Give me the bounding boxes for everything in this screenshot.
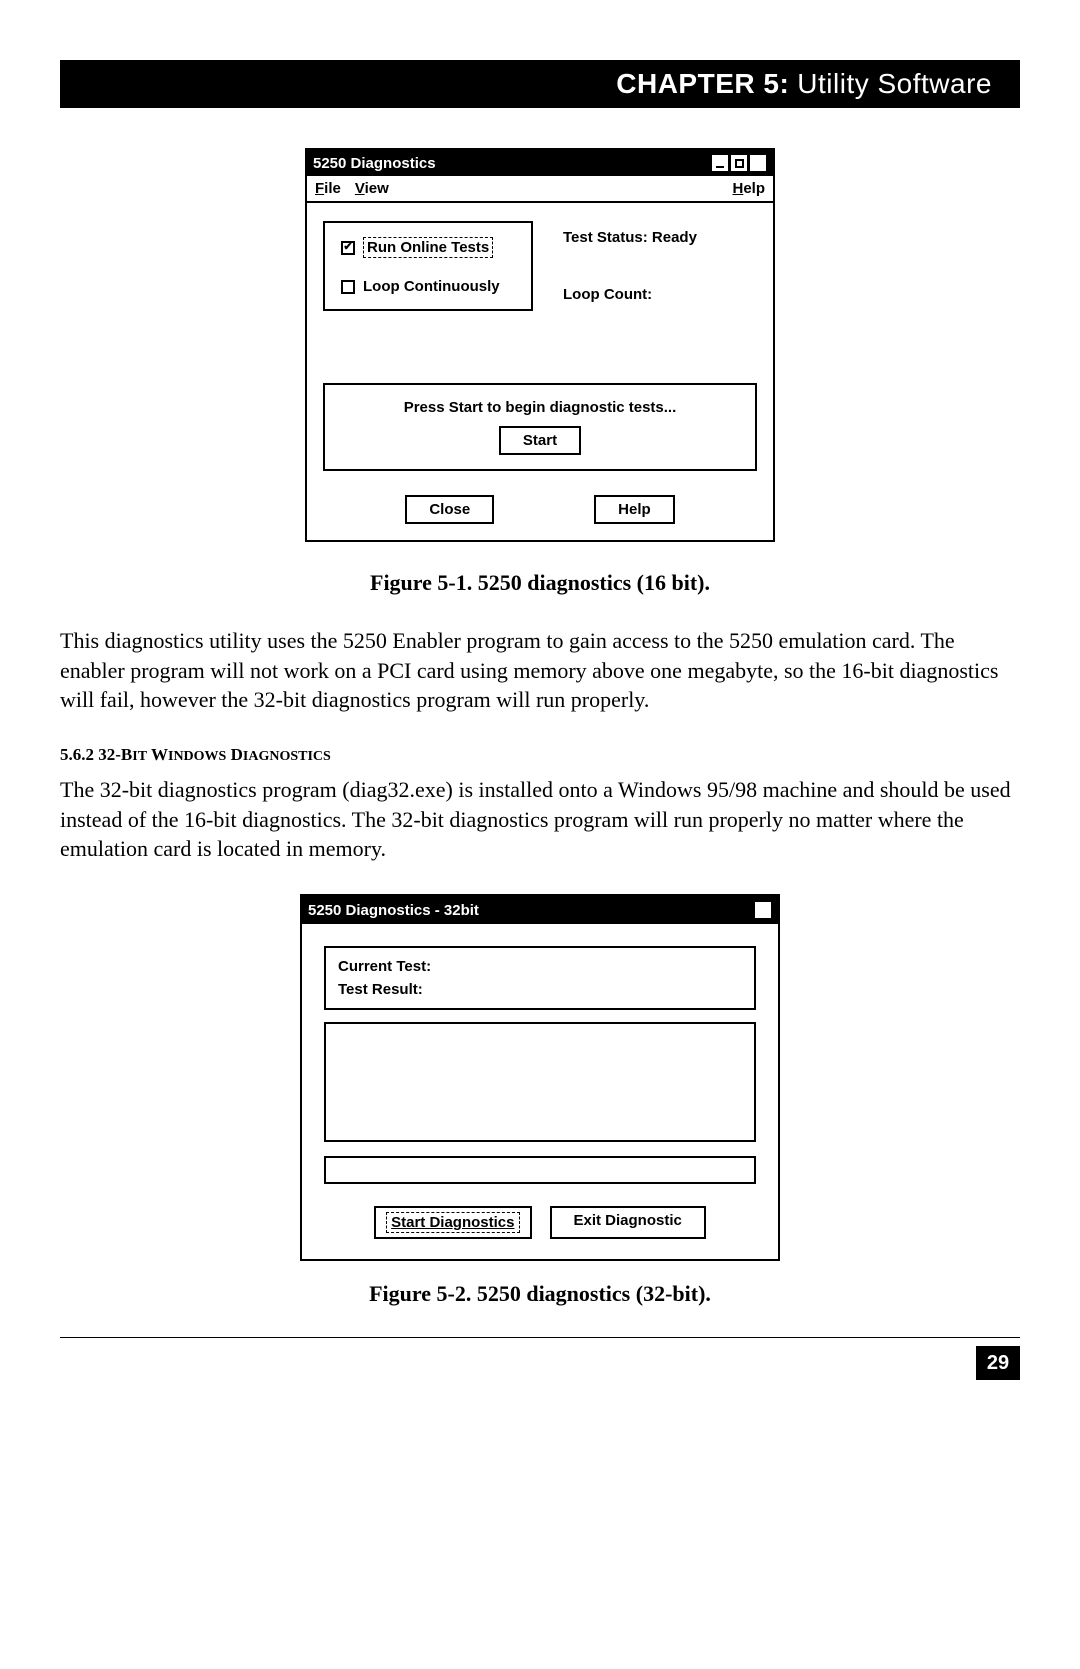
test-info-box: Current Test: Test Result: (324, 946, 756, 1010)
menu-view[interactable]: View (355, 180, 389, 197)
paragraph-2: The 32-bit diagnostics program (diag32.e… (60, 775, 1020, 864)
start-diagnostics-label: Start Diagnostics (386, 1212, 519, 1233)
log-output-box (324, 1022, 756, 1142)
run-online-tests-option[interactable]: Run Online Tests (341, 237, 515, 258)
loop-continuously-label: Loop Continuously (363, 278, 500, 295)
titlebar: 5250 Diagnostics (307, 150, 773, 176)
window-controls (710, 154, 767, 172)
options-group: Run Online Tests Loop Continuously (323, 221, 533, 311)
checkbox-checked-icon[interactable] (341, 241, 355, 255)
exit-diagnostic-button[interactable]: Exit Diagnostic (550, 1206, 706, 1239)
menu-help[interactable]: Help (732, 180, 765, 197)
current-test-label: Current Test: (338, 958, 742, 975)
menu-bar: File View Help (307, 176, 773, 203)
chapter-title: Utility Software (797, 68, 992, 100)
close-icon[interactable] (749, 154, 767, 172)
action-message: Press Start to begin diagnostic tests... (335, 399, 745, 416)
loop-continuously-option[interactable]: Loop Continuously (341, 278, 515, 295)
page-number: 29 (976, 1346, 1020, 1380)
window-title: 5250 Diagnostics (313, 155, 436, 172)
diagnostics-32bit-window: 5250 Diagnostics - 32bit Current Test: T… (300, 894, 780, 1261)
menu-file[interactable]: File (315, 180, 341, 197)
status-input-box (324, 1156, 756, 1184)
start-diagnostics-button[interactable]: Start Diagnostics (374, 1206, 531, 1239)
maximize-icon[interactable] (730, 154, 748, 172)
test-result-label: Test Result: (338, 981, 742, 998)
chapter-label: CHAPTER 5: (616, 68, 789, 100)
run-online-tests-label: Run Online Tests (363, 237, 493, 258)
close-icon[interactable] (754, 901, 772, 919)
paragraph-1: This diagnostics utility uses the 5250 E… (60, 626, 1020, 715)
diagnostics-16bit-window: 5250 Diagnostics File View Help Run Onli… (305, 148, 775, 542)
minimize-icon[interactable] (711, 154, 729, 172)
footer-rule (60, 1337, 1020, 1338)
checkbox-unchecked-icon[interactable] (341, 280, 355, 294)
chapter-header-bar: CHAPTER 5: Utility Software (60, 60, 1020, 108)
figure-5-2-caption: Figure 5-2. 5250 diagnostics (32-bit). (60, 1281, 1020, 1307)
section-5-6-2-heading: 5.6.2 32-BIT WINDOWS DIAGNOSTICS (60, 745, 1020, 765)
titlebar-32: 5250 Diagnostics - 32bit (302, 896, 778, 924)
document-page: CHAPTER 5: Utility Software 5250 Diagnos… (0, 0, 1080, 1420)
window-body: Run Online Tests Loop Continuously Test … (307, 203, 773, 540)
close-button[interactable]: Close (405, 495, 494, 524)
test-status-label: Test Status: Ready (563, 229, 697, 246)
status-column: Test Status: Ready Loop Count: (563, 221, 697, 343)
start-button[interactable]: Start (499, 426, 581, 455)
window-body-32: Current Test: Test Result: Start Diagnos… (302, 924, 778, 1259)
action-panel: Press Start to begin diagnostic tests...… (323, 383, 757, 471)
help-button[interactable]: Help (594, 495, 675, 524)
section-number: 5.6.2 32-B (60, 745, 132, 764)
figure-5-1-caption: Figure 5-1. 5250 diagnostics (16 bit). (60, 570, 1020, 596)
window-title-32: 5250 Diagnostics - 32bit (308, 902, 479, 919)
loop-count-label: Loop Count: (563, 286, 697, 303)
